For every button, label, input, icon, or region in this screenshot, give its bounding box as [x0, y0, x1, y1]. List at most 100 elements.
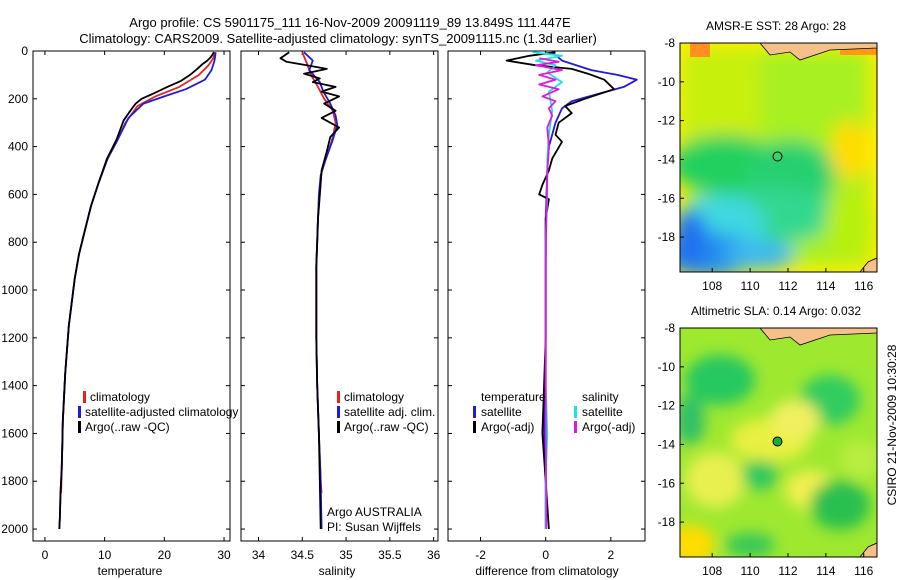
sla-map-panel: Altimetric SLA: 0.14 Argo: 0.032 108 11 — [658, 304, 878, 578]
y-tick-label: 1800 — [1, 474, 28, 488]
map-y-tick-label: -8 — [664, 321, 675, 335]
y-tick-label: 1400 — [1, 379, 28, 393]
map-x-tick-label: 114 — [816, 564, 835, 578]
map-y-tick-label: -18 — [658, 230, 676, 244]
x-tick-label: 34 — [252, 548, 266, 562]
legend-label-satellite: satellite-adjusted climatology — [85, 405, 238, 419]
difference-panel: -2 0 2 difference from climatology tempera… — [447, 50, 646, 578]
sst-map-ticks: 108 110 112 114 116 -8 -10 -12 -14 -16 -18 — [658, 36, 874, 293]
temperature-x-label: temperature — [98, 564, 163, 578]
legend-label-sal-satellite: satellite — [582, 405, 623, 419]
annotation-pi-name: PI: Susan Wijffels — [327, 520, 421, 534]
legend-label-climatology: climatology — [90, 390, 150, 404]
y-tick-label: 0 — [21, 44, 28, 58]
x-tick-label: 20 — [158, 548, 172, 562]
sst-argo-location-marker — [772, 151, 783, 162]
legend-label-sal-argo: Argo(-adj) — [582, 420, 635, 434]
legend-swatch-sal-satellite — [574, 406, 577, 418]
legend-label-argo: Argo(..raw -QC) — [85, 420, 170, 434]
legend-label-argo: Argo(..raw -QC) — [344, 420, 429, 434]
sst-map-panel: AMSR-E SST: 28 Argo: 28 108 110 112 — [658, 19, 878, 293]
annotation-argo-australia: Argo AUSTRALIA — [327, 505, 422, 519]
temperature-lines — [58, 51, 217, 530]
legend-swatch-argo — [337, 421, 340, 433]
sst-map-field — [680, 43, 877, 272]
y-tick-label: 1000 — [1, 283, 28, 297]
sla-map-title: Altimetric SLA: 0.14 Argo: 0.032 — [691, 304, 861, 318]
map-y-tick-label: -8 — [664, 36, 675, 50]
legend-swatch-sal-argo — [574, 421, 577, 433]
map-y-tick-label: -18 — [658, 515, 676, 529]
legend-label-temp-satellite: satellite — [481, 405, 522, 419]
legend-swatch-climatology — [337, 391, 340, 403]
map-y-tick-label: -14 — [658, 152, 676, 166]
x-tick-label: 35 — [339, 548, 353, 562]
map-x-tick-label: 116 — [854, 279, 873, 293]
map-x-tick-label: 108 — [702, 564, 722, 578]
legend-heading-temperature: temperature — [481, 390, 546, 404]
legend-swatch-satellite — [78, 406, 81, 418]
legend-label-satellite: satellite adj. clim. — [344, 405, 435, 419]
sst-map-frame — [679, 42, 878, 273]
difference-legend: temperature satellite Argo(-adj) salinit… — [473, 390, 635, 434]
map-x-tick-label: 110 — [741, 279, 760, 293]
map-x-tick-label: 110 — [741, 564, 760, 578]
y-tick-label: 2000 — [1, 522, 28, 536]
side-label: CSIRO 21-Nov-2009 10:30:28 — [885, 344, 899, 505]
x-tick-label: 30 — [217, 548, 231, 562]
map-x-tick-label: 108 — [702, 279, 722, 293]
figure-title-line1: Argo profile: CS 5901175_111 16-Nov-2009… — [129, 15, 571, 30]
difference-lines — [505, 51, 638, 530]
series-line-argo — [58, 51, 215, 530]
sst-map-title: AMSR-E SST: 28 Argo: 28 — [706, 19, 846, 33]
map-y-tick-label: -14 — [658, 437, 676, 451]
legend-swatch-climatology — [83, 391, 86, 403]
sla-map-field — [680, 328, 877, 557]
legend-swatch-temp-argo — [473, 421, 476, 433]
map-x-tick-label: 114 — [816, 279, 835, 293]
map-x-tick-label: 116 — [854, 564, 873, 578]
map-y-tick-label: -12 — [658, 114, 676, 128]
x-tick-label: 34.5 — [291, 548, 315, 562]
y-tick-label: 1600 — [1, 426, 28, 440]
salinity-x-label: salinity — [319, 564, 356, 578]
salinity-ticks: 34 34.5 35 35.5 36 — [241, 50, 441, 562]
y-tick-label: 800 — [8, 235, 28, 249]
legend-swatch-temp-satellite — [473, 406, 476, 418]
legend-swatch-argo — [78, 421, 81, 433]
series-line-argo — [279, 51, 341, 530]
temperature-legend: climatology satellite-adjusted climatolo… — [78, 390, 238, 434]
map-y-tick-label: -12 — [658, 399, 676, 413]
x-tick-label: 0 — [542, 548, 549, 562]
temperature-plot-frame — [32, 50, 231, 542]
x-tick-label: -2 — [475, 548, 486, 562]
salinity-legend: climatology satellite adj. clim. Argo(..… — [337, 390, 435, 434]
figure-title-line2: Climatology: CARS2009. Satellite-adjuste… — [79, 31, 597, 46]
x-tick-label: 10 — [98, 548, 112, 562]
sla-argo-location-marker — [772, 436, 783, 447]
map-x-tick-label: 112 — [778, 564, 797, 578]
legend-heading-salinity: salinity — [582, 390, 619, 404]
series-line-salinity-argo — [535, 57, 563, 529]
legend-swatch-satellite — [337, 406, 340, 418]
x-tick-label: 36 — [427, 548, 441, 562]
x-tick-label: 0 — [42, 548, 49, 562]
y-tick-label: 200 — [8, 92, 28, 106]
temperature-panel: 0 10 20 30 0 200 400 600 800 1000 1200 1400 1600 1800… — [1, 44, 238, 578]
y-tick-label: 400 — [8, 140, 28, 154]
salinity-plot-frame — [240, 50, 439, 542]
legend-label-temp-argo: Argo(-adj) — [481, 420, 534, 434]
temperature-ticks: 0 10 20 30 0 200 400 600 800 1000 1200 1400 1600 1800… — [1, 44, 231, 562]
map-y-tick-label: -16 — [658, 476, 676, 490]
sla-map-ticks: 108 110 112 114 116 -8 -10 -12 -14 -16 -18 — [658, 321, 874, 578]
legend-label-climatology: climatology — [344, 390, 404, 404]
y-tick-label: 1200 — [1, 331, 28, 345]
map-y-tick-label: -16 — [658, 191, 676, 205]
y-tick-label: 600 — [8, 187, 28, 201]
map-y-tick-label: -10 — [658, 360, 676, 374]
x-tick-label: 2 — [607, 548, 614, 562]
salinity-lines — [279, 51, 341, 530]
map-x-tick-label: 112 — [778, 279, 797, 293]
difference-x-label: difference from climatology — [475, 564, 618, 578]
map-y-tick-label: -10 — [658, 75, 676, 89]
